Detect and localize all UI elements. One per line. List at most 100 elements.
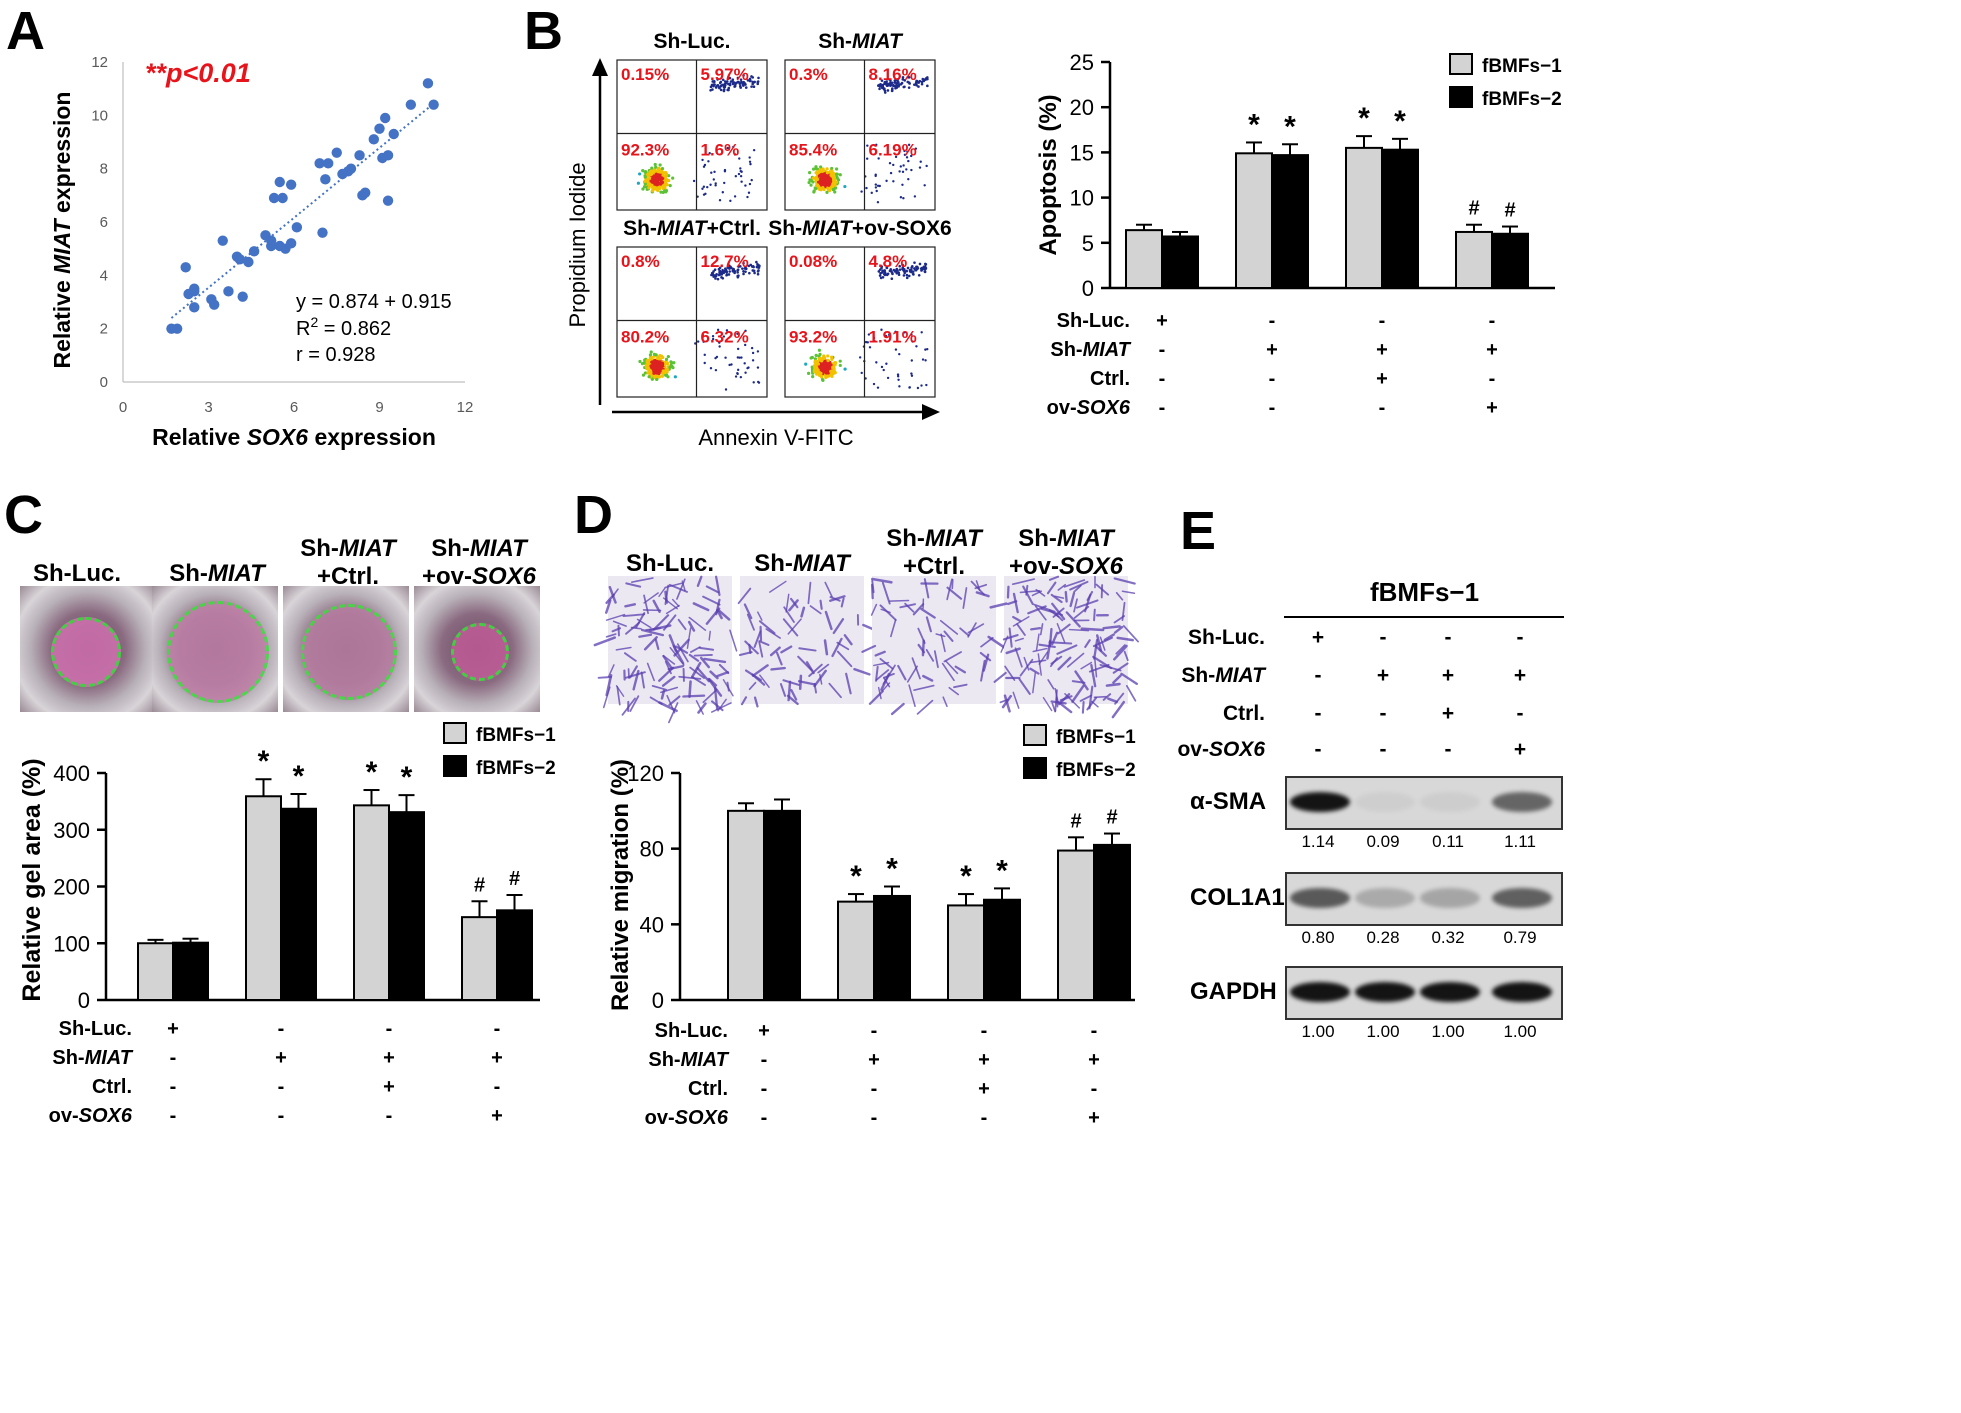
event-dot: [898, 268, 902, 271]
treatment-row-label-part: SOX6: [675, 1107, 729, 1129]
data-point: [345, 163, 357, 174]
cell-stroke: [671, 598, 680, 607]
event-dot: [660, 176, 664, 180]
cell-stroke: [1068, 628, 1090, 632]
x-axis-title: Relative SOX6 expression: [152, 424, 436, 450]
scatter-chart: 0 3 6 9 12 0 2 4 6 8 10 12 **p<0.01 y = 0.874 + 0.915…: [49, 54, 473, 450]
western-treatment-sign: +: [1311, 626, 1325, 649]
event-dot: [743, 267, 747, 270]
cell-stroke: [780, 645, 793, 654]
event-dot: [906, 266, 910, 270]
cell-stroke: [703, 657, 727, 664]
event-dot: [816, 169, 820, 174]
y-axis-title-part: MIAT: [49, 217, 75, 273]
migration-photo-label-line1: Sh-MIAT: [872, 525, 996, 553]
cell-stroke: [1019, 589, 1041, 594]
y-tick-label: 15: [1070, 140, 1094, 165]
cell-stroke: [789, 597, 799, 609]
cell-stroke: [829, 595, 846, 602]
event-dot: [831, 369, 835, 373]
event-dot: [744, 184, 747, 187]
event-dot: [736, 347, 740, 351]
significance-mark: *: [401, 761, 413, 794]
cell-stroke: [943, 630, 954, 642]
gel-photo-label-line1: Sh-MIAT: [414, 535, 544, 563]
cell-stroke: [1103, 633, 1115, 642]
event-dot: [903, 85, 906, 89]
gel-photo-label-line2: +ov-SOX6: [414, 563, 544, 591]
crystal-violet-micrograph: [989, 575, 1139, 719]
event-dot: [636, 181, 640, 185]
event-dot: [885, 266, 889, 270]
cell-stroke: [1096, 634, 1103, 652]
cell-stroke: [629, 695, 640, 712]
cell-stroke: [1035, 588, 1046, 597]
event-dot: [878, 83, 881, 87]
cell-stroke: [1102, 625, 1121, 630]
migration-photo-label: Sh-MIAT +Ctrl.: [872, 525, 996, 581]
quadrant-percent: 5.97%: [701, 65, 749, 84]
gel-photo-label: Sh-MIAT +Ctrl.: [283, 535, 413, 591]
event-dot: [908, 386, 911, 389]
cell-stroke: [935, 633, 946, 638]
treatment-sign: -: [761, 1078, 768, 1100]
western-treatment-sign: -: [1444, 626, 1452, 649]
cell-stroke: [744, 640, 759, 655]
event-dot: [920, 331, 923, 334]
flow-plot-title: Sh-MIAT+ov-SOX6: [768, 217, 951, 240]
event-dot: [723, 80, 727, 83]
western-treatment-sign: -: [1314, 664, 1322, 687]
event-dot: [709, 183, 712, 186]
quadrant-percent: 93.2%: [789, 328, 837, 347]
cell-stroke: [737, 587, 752, 605]
cell-stroke: [716, 671, 730, 678]
event-dot: [703, 361, 706, 365]
event-dot: [823, 361, 827, 365]
cell-stroke: [668, 702, 679, 724]
y-axis-title: Relative MIAT expression: [49, 92, 75, 369]
migration-photo-label-line1: Sh-Luc.: [608, 550, 732, 578]
event-dot: [924, 348, 927, 351]
treatment-sign: -: [1159, 339, 1166, 361]
cell-stroke: [1066, 652, 1085, 668]
legend-label: fBMFs−2: [1482, 89, 1562, 110]
cell-stroke: [597, 676, 613, 679]
event-dot: [811, 167, 816, 171]
event-dot: [926, 347, 929, 351]
x-tick-label: 0: [119, 399, 127, 416]
cell-stroke: [651, 685, 668, 691]
event-dot: [910, 168, 913, 172]
migration-bar-chart: 0 40 80 120 * * * * # # Relative migration (%) fBMF…: [607, 724, 1136, 1129]
cell-stroke: [953, 683, 968, 689]
micrograph-background: [740, 576, 864, 704]
flow-plot-title: Sh-MIAT+Ctrl.: [623, 217, 761, 240]
event-dot: [736, 268, 740, 271]
cell-stroke: [643, 592, 659, 604]
bar: [172, 941, 209, 1001]
crystal-violet-micrograph: [861, 576, 1006, 716]
cell-stroke: [697, 702, 707, 714]
event-dot: [913, 261, 916, 264]
event-dot: [826, 186, 830, 190]
event-dot: [897, 84, 900, 88]
event-dot: [925, 164, 928, 168]
flow-plot-title-part: MIAT: [852, 30, 904, 53]
cell-stroke: [716, 608, 723, 620]
event-dot: [713, 170, 716, 174]
event-dot: [643, 371, 648, 375]
event-dot: [832, 177, 837, 181]
event-dot: [642, 361, 646, 365]
data-point: [368, 134, 379, 145]
western-band-name: COL1A1: [1190, 884, 1285, 911]
significance-label: **p<0.01: [145, 58, 251, 88]
cell-stroke: [602, 686, 611, 709]
event-dot: [739, 174, 743, 178]
gel-well-photo: [152, 586, 278, 712]
western-blot-strip: [1285, 776, 1563, 830]
event-dot: [749, 263, 753, 267]
western-title: fBMFs−1: [1370, 577, 1480, 607]
event-dot: [923, 78, 926, 82]
event-dot: [725, 273, 728, 277]
event-dot: [907, 76, 911, 79]
bar: [1271, 154, 1309, 289]
